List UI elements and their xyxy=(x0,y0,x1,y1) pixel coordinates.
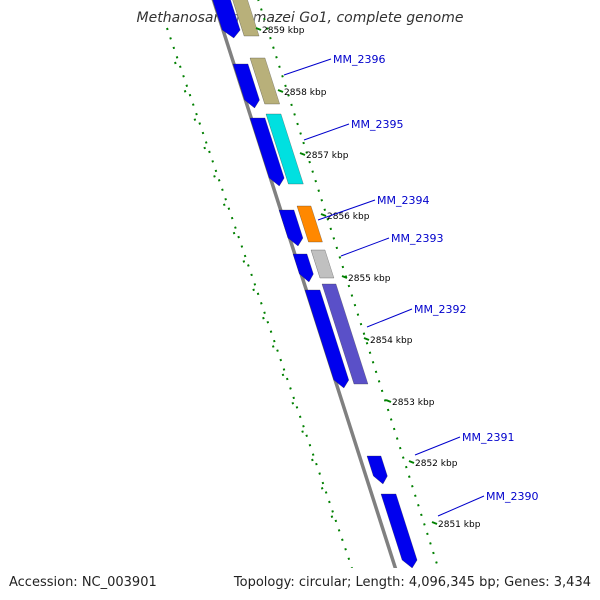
leader-line xyxy=(437,495,485,517)
gene-label-text[interactable]: MM_2392 xyxy=(414,303,466,316)
gene-label-mm-2394[interactable]: MM_2394 xyxy=(317,194,429,221)
tick-mark xyxy=(385,399,392,403)
gene-mm-2392[interactable] xyxy=(321,283,371,385)
gene-mm-2391[interactable] xyxy=(366,455,391,485)
leader-line xyxy=(317,199,376,221)
tick-mark xyxy=(320,213,327,217)
leader-line xyxy=(366,308,413,328)
tick-mark xyxy=(363,337,370,341)
gene-top-tan[interactable] xyxy=(231,0,263,37)
gene-mm-2392-blue[interactable] xyxy=(304,289,352,389)
gene-label-text[interactable]: MM_2391 xyxy=(462,431,514,444)
tick-label: 2851 kbp xyxy=(438,520,481,530)
tick-mark xyxy=(255,27,262,31)
gene-label-text[interactable]: MM_2394 xyxy=(377,194,429,207)
tick-label: 2857 kbp xyxy=(306,151,349,161)
gene-mm-2393-blue[interactable] xyxy=(292,253,317,283)
leader-line xyxy=(283,58,332,76)
gene-label-text[interactable]: MM_2396 xyxy=(333,53,385,66)
gene-label-mm-2391[interactable]: MM_2391 xyxy=(414,431,514,456)
gene-label-mm-2395[interactable]: MM_2395 xyxy=(303,118,403,141)
tick-label: 2855 kbp xyxy=(348,274,391,284)
tick-label: 2859 kbp xyxy=(262,26,305,36)
gene-mm-2394-blue[interactable] xyxy=(278,209,306,247)
tick-mark xyxy=(341,275,348,279)
inner-dotted-track xyxy=(257,0,440,568)
gene-label-text[interactable]: MM_2395 xyxy=(351,118,403,131)
gene-label-mm-2393[interactable]: MM_2393 xyxy=(340,232,443,257)
gene-label-text[interactable]: MM_2393 xyxy=(391,232,443,245)
gene-mm-2396-blue[interactable] xyxy=(232,63,263,109)
tick-label: 2856 kbp xyxy=(327,212,370,222)
guide-dashed-line xyxy=(174,61,341,541)
gene-mm-2395[interactable] xyxy=(265,113,307,185)
gene-label-mm-2392[interactable]: MM_2392 xyxy=(366,303,466,328)
tick-label: 2858 kbp xyxy=(284,88,327,98)
gene-mm-2396[interactable] xyxy=(249,57,283,105)
gene-label-mm-2396[interactable]: MM_2396 xyxy=(283,53,385,76)
tick-mark xyxy=(299,152,306,156)
accession-text: Accession: NC_003901 xyxy=(9,575,157,590)
genome-summary-text: Topology: circular; Length: 4,096,345 bp… xyxy=(233,575,591,590)
gene-label-text[interactable]: MM_2390 xyxy=(486,490,538,503)
leader-line xyxy=(414,436,461,456)
tick-label: 2853 kbp xyxy=(392,398,435,408)
tick-label: 2852 kbp xyxy=(415,459,458,469)
gene-label-mm-2390[interactable]: MM_2390 xyxy=(437,490,538,517)
leader-line xyxy=(340,237,390,257)
tick-mark xyxy=(431,521,438,525)
map-title: Methanosarcina mazei Go1, complete genom… xyxy=(137,10,464,26)
leader-line xyxy=(303,123,350,141)
gene-mm-2393[interactable] xyxy=(310,249,337,279)
gene-mm-2394[interactable] xyxy=(296,205,326,243)
tick-mark xyxy=(408,460,415,464)
tick-label: 2854 kbp xyxy=(370,336,413,346)
gene-mm-2390[interactable] xyxy=(380,493,421,568)
tick-mark xyxy=(277,89,284,93)
